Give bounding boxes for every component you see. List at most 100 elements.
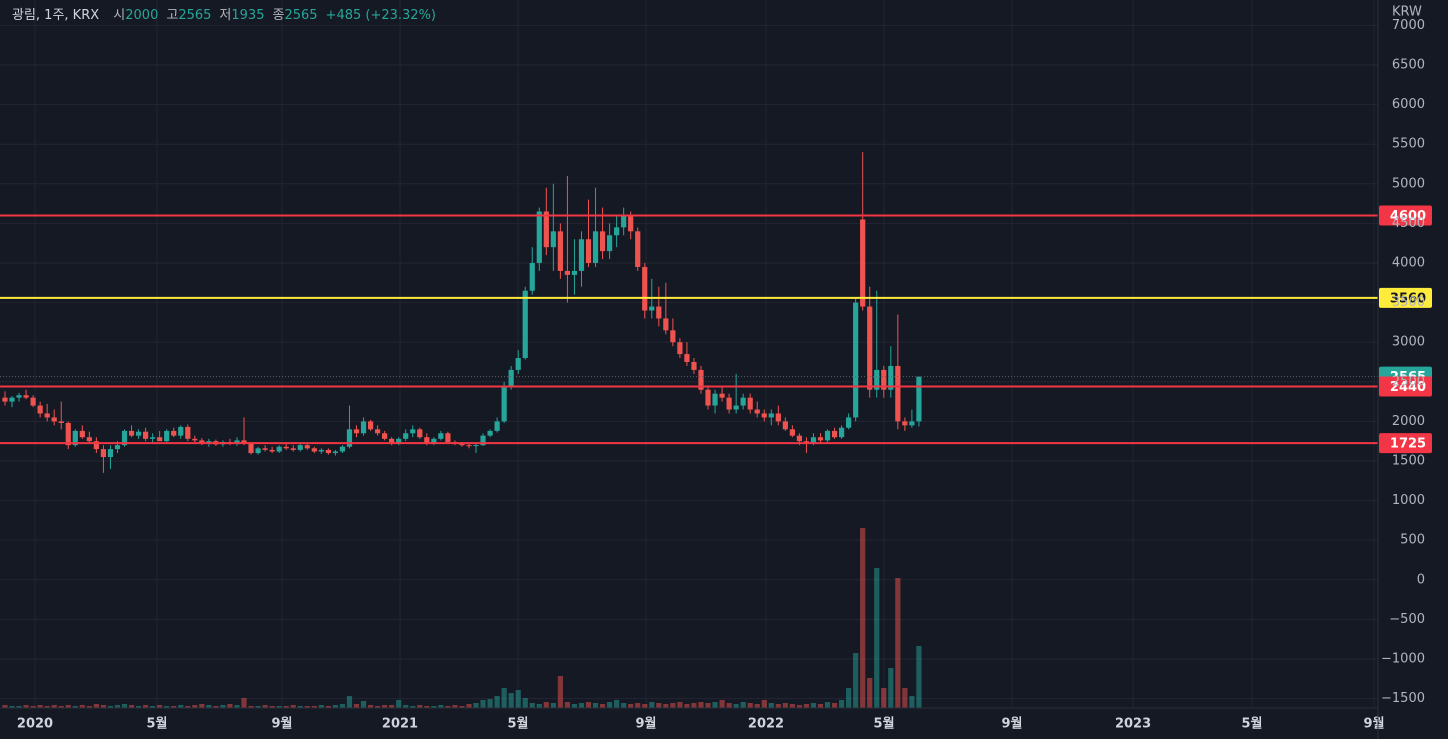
candle-body — [346, 429, 353, 447]
candle-body — [606, 235, 613, 252]
volume-bar — [649, 702, 655, 708]
candle-body — [318, 449, 324, 452]
candle-body — [171, 430, 177, 436]
candle-body — [374, 429, 381, 434]
y-tick-label: 3000 — [1392, 335, 1425, 350]
candle-body — [389, 438, 395, 444]
x-tick-label: 5월 — [507, 716, 528, 732]
y-tick-label: −1000 — [1381, 651, 1425, 666]
volume-bar — [100, 705, 107, 708]
volume-bar — [30, 706, 36, 708]
candle-body — [789, 429, 795, 436]
candle-body — [150, 437, 156, 439]
y-tick-label: 1500 — [1392, 453, 1425, 468]
candle-body — [853, 302, 859, 418]
volume-bar — [445, 706, 451, 708]
volume-bar — [599, 704, 606, 708]
candle-body — [65, 422, 71, 446]
volume-bar — [262, 705, 268, 708]
volume-bar — [157, 705, 163, 708]
volume-bar — [346, 696, 353, 708]
header: 광림, 1주, KRX 시2000 고2565 저1935 종2565 +485 (+2… — [12, 8, 436, 23]
volume-bar — [128, 705, 135, 708]
candle-body — [733, 405, 739, 410]
candle-body — [269, 449, 275, 452]
candle-body — [445, 433, 451, 442]
candle-body — [754, 409, 760, 414]
y-tick-label: 7000 — [1392, 18, 1425, 33]
y-unit: KRW — [1392, 5, 1422, 20]
volume-bar — [789, 704, 795, 708]
level-label: 2440 — [1390, 380, 1426, 395]
volume-bar — [37, 705, 43, 708]
volume-bar — [269, 706, 275, 708]
candle-body — [684, 354, 690, 362]
candle-body — [578, 239, 585, 271]
candle-body — [599, 231, 606, 252]
volume-bar — [726, 703, 732, 708]
volume-bar — [585, 702, 592, 708]
candle-body — [157, 437, 163, 442]
y-tick-label: 4000 — [1392, 256, 1425, 271]
candle-body — [670, 330, 676, 343]
candle-body — [72, 430, 78, 446]
level-box — [1379, 287, 1432, 308]
candle-body — [9, 397, 15, 402]
y-tick-label: 5000 — [1392, 176, 1425, 191]
candle-body — [761, 413, 767, 418]
volume-bar — [164, 706, 170, 708]
candle-body — [262, 448, 268, 450]
candle-body — [740, 397, 746, 406]
volume-bar — [881, 688, 887, 708]
volume-bar — [234, 705, 240, 708]
y-tick-label: −1500 — [1381, 691, 1425, 706]
volume-bar — [396, 700, 402, 708]
symbol: 광림, 1주, KRX — [12, 8, 99, 23]
candle-body — [473, 445, 479, 447]
candle-body — [417, 429, 423, 438]
candle-body — [747, 397, 753, 410]
candle-body — [2, 397, 8, 402]
level-box — [1379, 433, 1432, 454]
candle-body — [860, 219, 866, 307]
level-label: 1725 — [1390, 437, 1426, 452]
candle-body — [487, 430, 493, 436]
candle-body — [114, 445, 121, 450]
candle-body — [719, 393, 725, 398]
x-tick-label: 2020 — [17, 717, 53, 732]
volume-bar — [51, 705, 57, 708]
candle-body — [867, 306, 873, 390]
candle-body — [705, 389, 711, 406]
volume-bar — [206, 705, 212, 708]
volume-bar — [656, 703, 662, 708]
candle-body — [44, 413, 50, 418]
candle-body — [796, 435, 803, 442]
level-box — [1379, 376, 1432, 397]
volume-bar — [494, 696, 500, 708]
candle-body — [135, 431, 142, 436]
y-tick-label: 6000 — [1392, 97, 1425, 112]
candle-body — [248, 443, 254, 454]
candle-body — [30, 397, 36, 406]
volume-bar — [515, 690, 521, 708]
candle-body — [698, 369, 704, 390]
volume-bar — [860, 528, 866, 708]
x-tick-label: 9월 — [636, 716, 657, 732]
candle-body — [93, 441, 99, 450]
candle-body — [234, 440, 240, 444]
volume-bar — [803, 704, 810, 708]
candle-body — [768, 413, 774, 418]
volume-bar — [311, 706, 317, 708]
volume-bar — [550, 703, 556, 708]
volume-bar — [2, 705, 8, 708]
candle-body — [16, 395, 22, 398]
volume-bar — [635, 703, 641, 708]
volume-bar — [389, 705, 395, 708]
volume-bar — [895, 578, 901, 708]
candle-body — [649, 306, 655, 311]
candle-body — [431, 438, 437, 444]
candle-body — [410, 429, 416, 434]
volume-bar — [382, 705, 388, 708]
candle-body — [881, 369, 887, 390]
volume-bar — [16, 706, 22, 708]
